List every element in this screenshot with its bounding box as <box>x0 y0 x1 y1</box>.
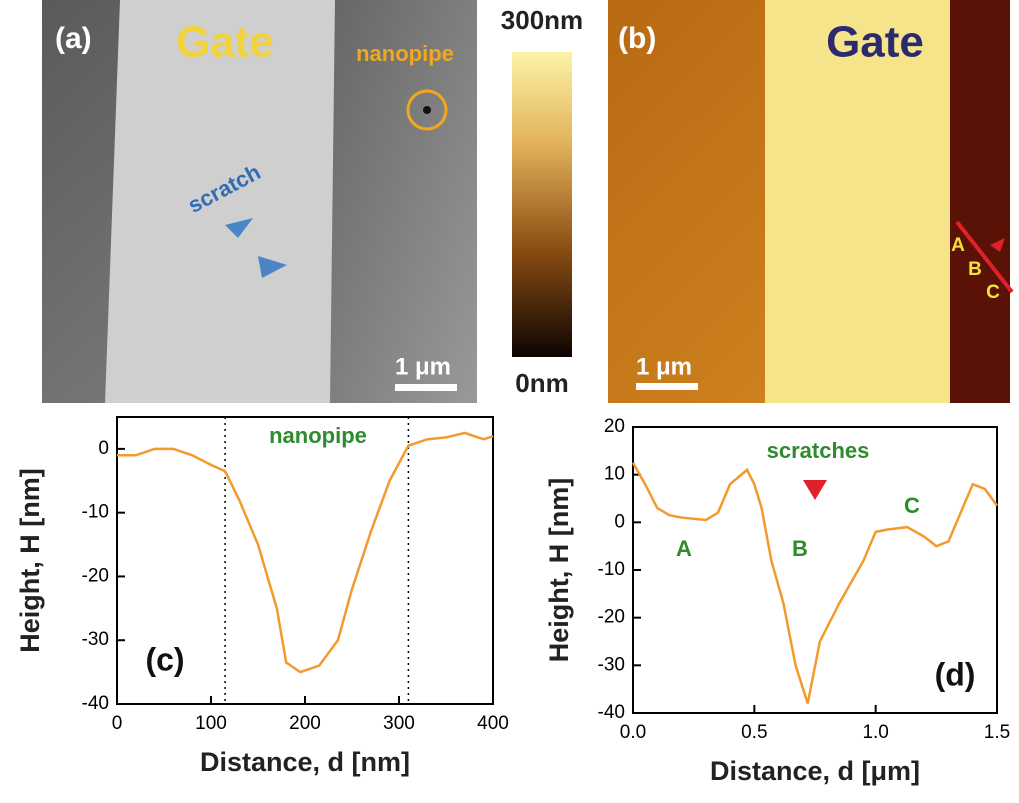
point-label: A <box>676 536 692 561</box>
colorbar-max: 300nm <box>501 5 583 35</box>
colorbar <box>512 52 572 357</box>
annotation: nanopipe <box>269 423 367 448</box>
scale-label: 1 μm <box>395 353 451 380</box>
nanopipe-label: nanopipe <box>356 41 454 66</box>
y-tick-label: -30 <box>82 629 109 650</box>
x-tick-label: 200 <box>289 713 321 734</box>
y-tick-label: -30 <box>598 654 625 675</box>
scale-label: 1 μm <box>636 353 692 380</box>
y-tick-label: -40 <box>598 702 625 723</box>
y-tick-label: -40 <box>82 693 109 714</box>
x-tick-label: 1.0 <box>862 722 888 743</box>
colorbar-min: 0nm <box>515 368 568 398</box>
x-tick-label: 400 <box>477 713 509 734</box>
y-axis-title: Height, H [nm] <box>15 468 45 652</box>
x-axis-title: Distance, d [μm] <box>710 756 920 786</box>
gate-label: Gate <box>176 18 274 67</box>
panel-label: (c) <box>145 641 184 677</box>
point-label: B <box>968 259 982 280</box>
figure: (a) Gate nanopipe scratch 1 μm 300nm 0nm… <box>0 0 1019 803</box>
annotation: scratches <box>767 438 870 463</box>
point-label: C <box>986 282 1000 303</box>
y-axis-title: Height, H [nm] <box>544 478 574 662</box>
line <box>117 433 493 672</box>
x-tick-label: 0 <box>112 713 123 734</box>
panel-label: (a) <box>55 22 92 55</box>
gate-label: Gate <box>826 18 924 67</box>
point-label: C <box>904 493 920 518</box>
y-tick-label: -10 <box>598 559 625 580</box>
point-label: B <box>792 536 808 561</box>
point-label: A <box>951 235 965 256</box>
panel-label: (d) <box>935 656 976 692</box>
y-tick-label: 0 <box>98 438 109 459</box>
x-tick-label: 0.0 <box>620 722 646 743</box>
afm-image <box>608 0 1012 403</box>
x-tick-label: 1.5 <box>984 722 1010 743</box>
x-tick-label: 100 <box>195 713 227 734</box>
y-tick-label: 20 <box>604 416 625 437</box>
scratch-marker <box>803 480 827 500</box>
y-tick-label: 0 <box>614 511 625 532</box>
y-tick-label: -20 <box>598 607 625 628</box>
y-tick-label: -10 <box>82 502 109 523</box>
y-tick-label: -20 <box>82 565 109 586</box>
x-axis-title: Distance, d [nm] <box>200 747 410 777</box>
panel-label: (b) <box>618 22 656 55</box>
y-tick-label: 10 <box>604 464 625 485</box>
x-tick-label: 300 <box>383 713 415 734</box>
x-tick-label: 0.5 <box>741 722 767 743</box>
